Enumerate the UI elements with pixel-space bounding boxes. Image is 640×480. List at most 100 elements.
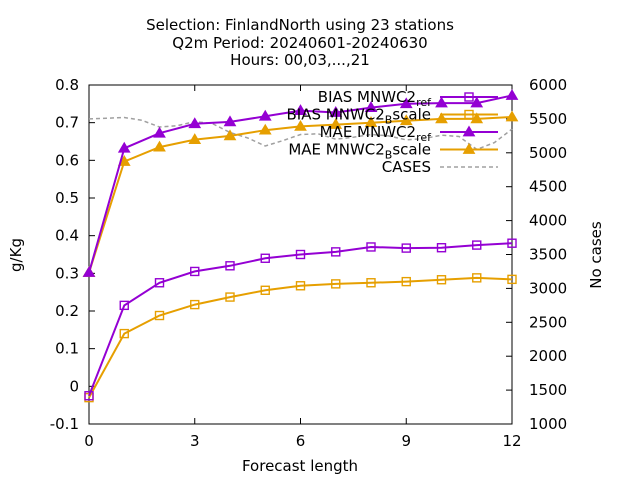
series-layer bbox=[82, 89, 519, 403]
y-tick-label: 0.1 bbox=[55, 340, 79, 358]
x-tick-label: 9 bbox=[401, 432, 411, 450]
series-mae-mnwc2-bscale bbox=[82, 110, 519, 277]
data-point bbox=[435, 112, 448, 124]
data-point bbox=[470, 112, 484, 124]
data-point bbox=[225, 261, 235, 271]
data-point bbox=[399, 97, 413, 109]
x-tick-label: 12 bbox=[502, 432, 521, 450]
data-point bbox=[188, 133, 202, 144]
data-point bbox=[507, 274, 517, 285]
data-point bbox=[364, 116, 378, 128]
data-point bbox=[154, 278, 165, 288]
data-point bbox=[366, 242, 376, 252]
x-tick-label: 6 bbox=[296, 432, 306, 450]
legend-label: CASES bbox=[382, 158, 431, 176]
data-point bbox=[331, 247, 341, 257]
axes: 0 3 6 9 12 -0.1 0 0.1 0.2 0.3 0.4 0.5 0.6 0.7 0.8 1000 1… bbox=[50, 76, 567, 450]
data-point bbox=[435, 96, 448, 108]
data-point bbox=[82, 266, 96, 277]
data-point bbox=[329, 118, 343, 129]
y-tick-label: 0.7 bbox=[55, 114, 79, 132]
data-point bbox=[153, 126, 166, 138]
data-point bbox=[331, 279, 341, 289]
y2-tick-label: 5000 bbox=[529, 144, 567, 162]
data-point bbox=[295, 281, 306, 291]
data-point bbox=[153, 140, 166, 152]
y2-tick-label: 3000 bbox=[529, 279, 567, 297]
legend-marker bbox=[462, 143, 476, 154]
data-point bbox=[470, 96, 484, 108]
data-point bbox=[294, 119, 307, 131]
y2-tick-label: 1000 bbox=[529, 415, 567, 433]
title-line-3: Hours: 00,03,...,21 bbox=[230, 51, 370, 69]
legend-label: MAE MNWC2ref bbox=[320, 123, 433, 144]
data-point bbox=[329, 106, 343, 117]
y-tick-label: 0.2 bbox=[55, 302, 79, 320]
data-point bbox=[436, 275, 447, 285]
y-tick-label: 0.3 bbox=[55, 264, 79, 282]
data-point bbox=[366, 278, 376, 288]
x-axis-label: Forecast length bbox=[242, 457, 358, 475]
data-point bbox=[190, 299, 200, 310]
data-point bbox=[401, 276, 411, 287]
data-point bbox=[223, 115, 237, 127]
title-line-2: Q2m Period: 20240601-20240630 bbox=[172, 34, 427, 52]
data-point bbox=[188, 117, 202, 129]
legend-label: BIAS MNWC2Bscale bbox=[287, 106, 431, 127]
y-tick-label: 0.5 bbox=[55, 189, 79, 207]
x-tick-label: 0 bbox=[84, 432, 94, 450]
y2-tick-label: 6000 bbox=[529, 76, 567, 94]
data-point bbox=[505, 89, 519, 100]
data-point bbox=[223, 129, 237, 141]
y-tick-label: 0.6 bbox=[55, 151, 79, 169]
legend-label: MAE MNWC2Bscale bbox=[288, 141, 431, 162]
data-point bbox=[294, 104, 307, 115]
data-point bbox=[364, 101, 378, 112]
data-point bbox=[260, 285, 270, 295]
y2-tick-label: 5500 bbox=[529, 110, 567, 128]
x-tick-label: 3 bbox=[190, 432, 200, 450]
y-tick-label: -0.1 bbox=[50, 415, 79, 433]
data-point bbox=[399, 114, 413, 126]
data-point bbox=[84, 391, 94, 401]
series-bias-mnwc2-ref bbox=[84, 238, 517, 401]
series-mae-mnwc2-ref bbox=[82, 89, 519, 277]
legend-marker bbox=[464, 109, 474, 120]
data-point bbox=[436, 243, 447, 253]
legend-marker bbox=[462, 125, 476, 137]
legend-label: BIAS MNWC2ref bbox=[318, 88, 432, 109]
data-point bbox=[258, 109, 272, 121]
y2-tick-label: 3500 bbox=[529, 246, 567, 264]
y2-tick-label: 2500 bbox=[529, 313, 567, 331]
data-point bbox=[225, 292, 235, 302]
legend-marker bbox=[464, 92, 474, 102]
data-point bbox=[507, 238, 517, 248]
chart-title: Selection: FinlandNorth using 23 station… bbox=[146, 16, 454, 69]
y-tick-label: 0.8 bbox=[55, 76, 79, 94]
series-line bbox=[88, 276, 513, 399]
y2-tick-label: 4500 bbox=[529, 178, 567, 196]
data-point bbox=[401, 243, 411, 253]
y-tick-label: 0.4 bbox=[55, 227, 79, 245]
data-point bbox=[119, 328, 129, 339]
y2-tick-label: 4000 bbox=[529, 212, 567, 230]
data-point bbox=[505, 110, 519, 122]
data-point bbox=[117, 141, 131, 153]
data-point bbox=[260, 253, 270, 263]
y2-axis-label: No cases bbox=[587, 221, 605, 289]
data-point bbox=[119, 300, 129, 311]
data-point bbox=[472, 273, 482, 283]
y-axis-label: g/Kg bbox=[7, 238, 25, 272]
series-line bbox=[88, 242, 513, 397]
y-tick-label: 0 bbox=[69, 377, 79, 395]
data-point bbox=[190, 266, 200, 277]
data-point bbox=[472, 240, 482, 250]
data-point bbox=[154, 310, 165, 321]
y2-tick-label: 2000 bbox=[529, 347, 567, 365]
title-line-1: Selection: FinlandNorth using 23 station… bbox=[146, 16, 454, 34]
y2-tick-label: 1500 bbox=[529, 381, 567, 399]
data-point bbox=[258, 123, 272, 135]
data-point bbox=[295, 249, 306, 260]
